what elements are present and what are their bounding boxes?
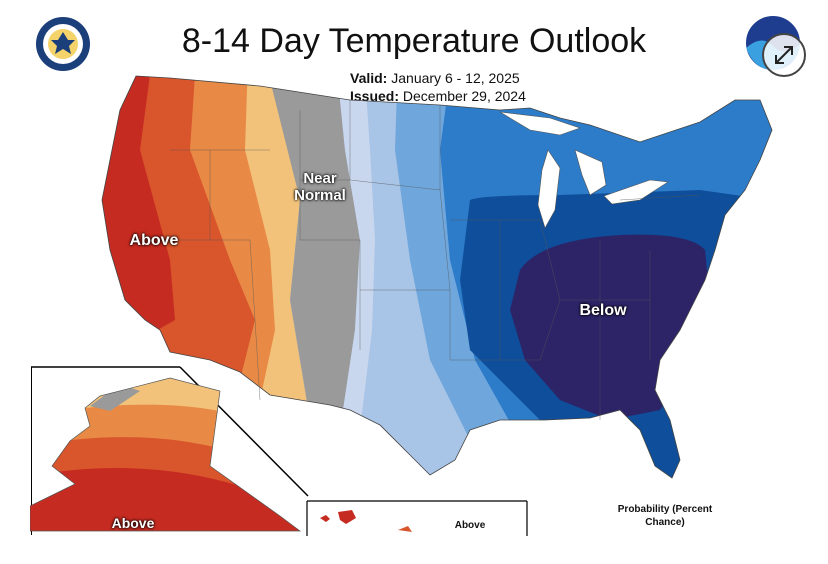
alaska-gray-corner: [90, 384, 140, 411]
great-lakes: [499, 111, 669, 229]
issued-date: December 29, 2024: [402, 88, 526, 104]
conus-outline: [101, 75, 773, 479]
alaska-above-max: [30, 468, 300, 531]
valid-dates: January 6 - 12, 2025: [391, 70, 520, 86]
below-light-zone-2: [320, 76, 375, 478]
expand-button[interactable]: [762, 33, 806, 77]
below-east-label: Below: [579, 302, 627, 319]
probability-legend-label: Probability (Percent Chance): [617, 504, 713, 528]
hawaii-inset: [306, 500, 528, 536]
above-hawaii-label: Above: [454, 520, 486, 531]
hawaii-island-2: [338, 510, 356, 524]
state-lines: [160, 100, 701, 420]
map-title: 8-14 Day Temperature Outlook: [181, 22, 647, 60]
above-max-zone: [102, 76, 175, 478]
hawaii-island-3: [398, 526, 412, 532]
above-west-label: Above: [129, 232, 179, 249]
valid-line: Valid: January 6 - 12, 2025: [350, 70, 520, 86]
alaska-inset: [30, 366, 309, 535]
expand-icon: [775, 46, 793, 64]
issued-line: Issued: December 29, 2024: [350, 88, 526, 104]
issued-label: Issued:: [350, 88, 400, 104]
alaska-outline: [30, 377, 302, 532]
valid-label: Valid:: [350, 70, 388, 86]
above-alaska-label: Above: [111, 515, 155, 531]
department-of-commerce-seal-icon: [36, 17, 90, 71]
near-normal-label: Near Normal: [294, 170, 346, 205]
hawaii-island-1: [320, 515, 330, 522]
